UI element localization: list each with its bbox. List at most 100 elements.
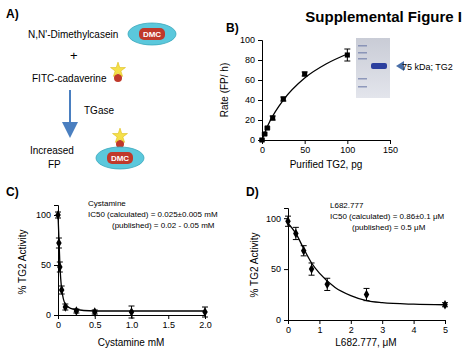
tick-label: 4 xyxy=(412,325,417,335)
error-bar-cap xyxy=(344,49,350,50)
x-axis-title: Purified TG2, pg xyxy=(290,159,363,170)
gel-background xyxy=(356,38,390,98)
badge-pill xyxy=(107,152,133,164)
tick-mark xyxy=(54,315,58,316)
tick-mark xyxy=(347,140,348,144)
tick-label: 100 xyxy=(36,210,51,220)
probe-star xyxy=(110,62,125,76)
tick-label: 100 xyxy=(240,35,255,45)
tick: 0 xyxy=(286,320,291,335)
annotation: Cystamine xyxy=(88,199,126,208)
tick-mark xyxy=(390,140,391,144)
tick: 50 xyxy=(271,264,288,274)
plot-area xyxy=(55,210,208,318)
panel-label: C) xyxy=(6,185,19,199)
error-bar-cap xyxy=(364,288,370,289)
error-bar-cap xyxy=(129,318,135,319)
annotation: IC50 (calculated) = 0.86±0.1 μM xyxy=(330,212,445,221)
tick-label: 20 xyxy=(245,115,255,125)
tick-label: 2 xyxy=(349,325,354,335)
tick-label: 0 xyxy=(250,135,255,145)
panel-label: B) xyxy=(226,21,239,35)
tick-mark xyxy=(305,140,306,144)
axis-line xyxy=(289,321,446,325)
tick-label: 100 xyxy=(340,145,355,155)
data-point xyxy=(129,307,134,316)
tick-mark xyxy=(258,100,262,101)
badge-pill xyxy=(139,28,165,40)
gel-ladder-band xyxy=(358,58,367,60)
tick: 20 xyxy=(245,115,262,125)
gel-image xyxy=(356,38,404,98)
probe-star xyxy=(112,128,127,142)
probe-label: FITC-cadaverine xyxy=(32,73,107,84)
protein-ellipse xyxy=(96,147,144,169)
tick: 50 xyxy=(41,260,58,270)
tick-label: 50 xyxy=(300,145,310,155)
x-axis: 050100150 xyxy=(260,140,398,155)
error-bar xyxy=(129,306,135,318)
chart: 012345050100L682.777, μM% TG2 ActivityD)… xyxy=(246,185,448,348)
tick-mark xyxy=(284,269,288,270)
figure-title: Supplemental Figure I xyxy=(305,8,462,25)
tick: 0 xyxy=(56,315,61,330)
error-bar xyxy=(309,263,315,275)
tick-label: 5 xyxy=(443,325,448,335)
tick-label: 50 xyxy=(41,260,51,270)
gel-band xyxy=(371,63,387,69)
tick-label: 0 xyxy=(46,310,51,320)
tick: 100 xyxy=(340,140,355,155)
tick: 60 xyxy=(245,75,262,85)
error-bar-cap xyxy=(293,227,299,228)
tick-label: 1.0 xyxy=(126,320,139,330)
tick-mark xyxy=(258,80,262,81)
tick: 2 xyxy=(349,320,354,335)
tick-label: 0.5 xyxy=(89,320,102,330)
tick-mark xyxy=(258,60,262,61)
x-axis-title: Cystamine mM xyxy=(98,337,165,348)
gel-ladder-band xyxy=(358,52,367,54)
tick-label: 1.5 xyxy=(162,320,175,330)
tick-mark xyxy=(258,120,262,121)
y-axis-title: % TG2 Activity xyxy=(249,233,260,298)
tick-mark xyxy=(168,315,169,319)
gel-ladder-band xyxy=(358,45,367,47)
axis-line xyxy=(258,41,263,141)
y-axis: 0 50 100 xyxy=(36,206,59,321)
x-axis: 0 0.5 1.0 1.5 2.0 xyxy=(56,315,212,330)
badge-text: DMC xyxy=(143,30,161,39)
tick-mark xyxy=(414,320,415,324)
tick-label: 2.0 xyxy=(199,320,212,330)
y-axis-title: % TG2 Activity xyxy=(17,230,28,295)
axis-line xyxy=(263,141,391,145)
annotation: IC50 (calculated) = 0.025±0.005 mM xyxy=(88,210,218,219)
error-bar-cap xyxy=(293,239,299,240)
x-axis-title: L682.777, μM xyxy=(335,337,396,348)
tick-label: 0 xyxy=(276,315,281,325)
tick-mark xyxy=(351,320,352,324)
tick: 50 xyxy=(300,140,310,155)
tick-label: 150 xyxy=(383,145,398,155)
gel-ladder-band xyxy=(358,86,367,88)
figure: Supplemental Figure IA)N,N'-Dimethylcase… xyxy=(0,0,474,355)
fit-line xyxy=(288,223,445,304)
tick-label: 100 xyxy=(266,214,281,224)
product-label: Increased xyxy=(30,145,74,156)
chart: 050100150020406080100Purified TG2, pgRat… xyxy=(219,21,453,170)
gel-ladder-band xyxy=(358,78,367,80)
annotation: (published) = 0.5 μM xyxy=(352,223,426,232)
tick: 5 xyxy=(443,320,448,335)
tick-mark xyxy=(319,320,320,324)
panel-label: D) xyxy=(246,185,259,199)
error-bar xyxy=(302,72,308,76)
data-point xyxy=(92,307,97,316)
tick: 0 xyxy=(276,315,288,325)
error-bar-cap xyxy=(309,275,315,276)
tick: 4 xyxy=(412,320,417,335)
tick: 100 xyxy=(266,214,288,224)
tick-mark xyxy=(445,320,446,324)
error-bar-cap xyxy=(344,61,350,62)
tick-mark xyxy=(54,265,58,266)
tick: 100 xyxy=(36,210,58,220)
tick: 2.0 xyxy=(199,315,212,330)
